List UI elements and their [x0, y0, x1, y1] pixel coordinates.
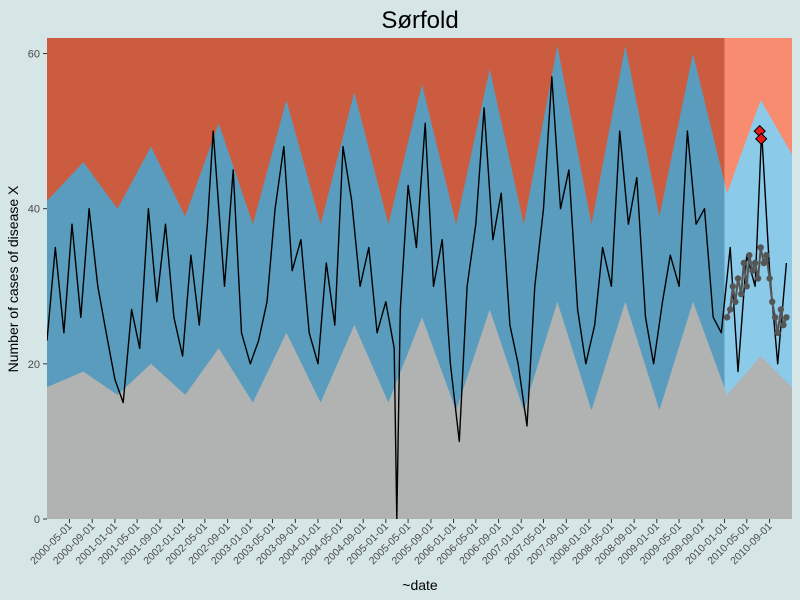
forecast-point [760, 259, 767, 267]
forecast-point [783, 314, 790, 321]
y-tick-label: 20 [28, 359, 40, 371]
y-axis: 0 20 40 60 [28, 49, 47, 526]
plot-layers [47, 38, 792, 519]
forecast-point [723, 314, 731, 321]
forecast-point [757, 244, 764, 251]
forecast-point [732, 298, 739, 305]
x-axis-title: ~date [402, 577, 438, 593]
forecast-point [727, 306, 734, 313]
forecast-point [743, 283, 750, 290]
forecast-point [746, 252, 753, 259]
y-tick-label: 40 [28, 204, 40, 216]
forecast-point [738, 290, 745, 298]
forecast-point [763, 252, 770, 259]
alert-point [755, 132, 768, 146]
plot-area [47, 38, 792, 519]
forecast-point [766, 275, 773, 282]
y-axis-title: Number of cases of disease X [5, 185, 21, 372]
forecast-line [726, 247, 788, 333]
forecast-point [774, 329, 781, 336]
lower-band [47, 301, 792, 519]
forecast-point [777, 306, 785, 313]
forecast-point [734, 275, 742, 282]
forecast-point [751, 259, 759, 267]
forecast-point [729, 283, 736, 290]
y-tick-label: 0 [34, 514, 40, 526]
forecast-point [754, 275, 762, 282]
forecast-point [740, 259, 747, 267]
forecast-point [749, 267, 756, 274]
y-tick-label: 60 [28, 49, 40, 61]
forecast-point [780, 321, 787, 329]
observed-cases-line [47, 76, 788, 519]
chart-title: Sørfold [381, 7, 458, 34]
forecast-point [771, 314, 779, 321]
forecast-point [769, 298, 776, 305]
x-axis: 2000-05-012000-09-012001-01-012001-05-01… [28, 519, 775, 567]
